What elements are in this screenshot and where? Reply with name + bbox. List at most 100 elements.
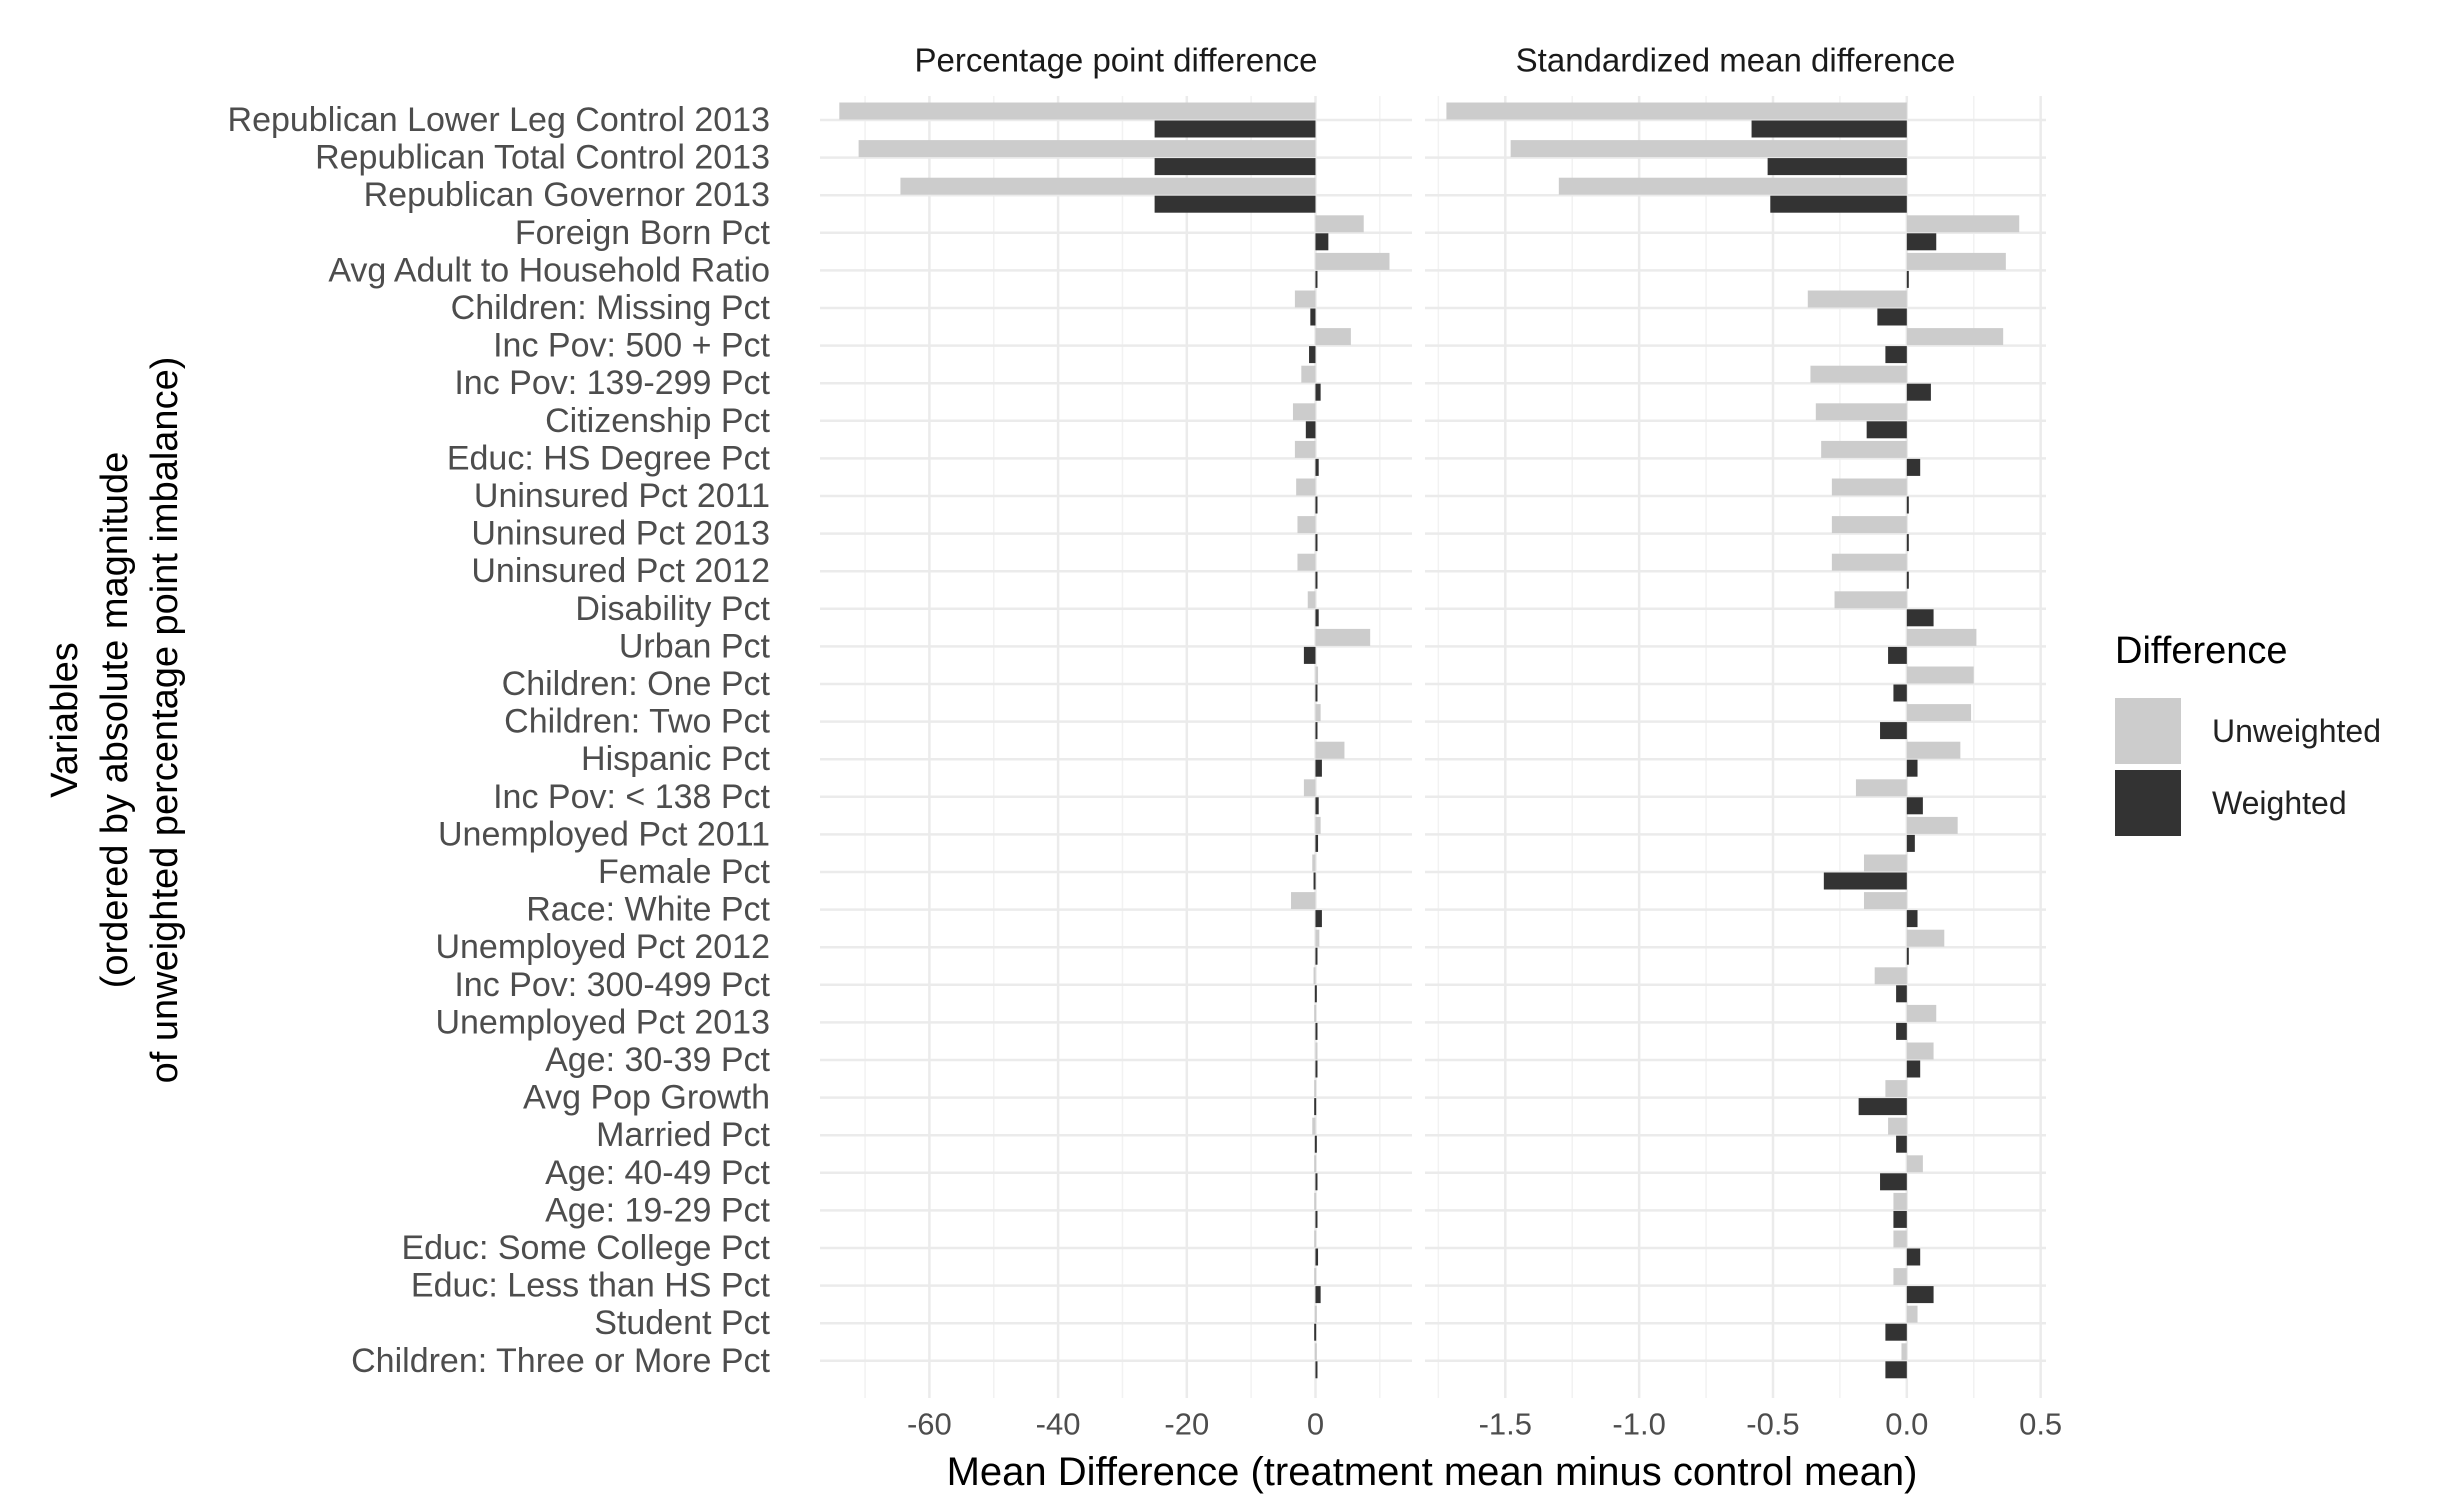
bar-weighted (1315, 722, 1318, 740)
bar-unweighted (1906, 929, 1945, 947)
y-tick-label: Children: One Pct (502, 665, 771, 703)
bar-weighted (1906, 534, 1909, 552)
bar-weighted (1315, 496, 1318, 514)
bar-weighted (1896, 1135, 1907, 1153)
legend-label-weighted: Weighted (2212, 784, 2347, 821)
y-tick-label: Uninsured Pct 2013 (471, 515, 770, 553)
bar-weighted (1893, 684, 1907, 702)
legend: Difference Unweighted Weighted (2115, 630, 2381, 839)
bar-weighted (1906, 834, 1915, 852)
x-tick-label: 0 (1307, 1407, 1324, 1442)
y-tick-label: Married Pct (596, 1116, 770, 1154)
y-tick-label: Age: 40-49 Pct (545, 1154, 770, 1192)
bar-unweighted (1906, 1004, 1937, 1022)
bar-weighted (1315, 1022, 1318, 1040)
x-tick-label: -20 (1164, 1407, 1209, 1442)
bar-weighted (1315, 759, 1322, 777)
bar-weighted (1315, 233, 1329, 251)
bar-weighted (1315, 1361, 1318, 1379)
bar-unweighted (1906, 704, 1972, 722)
bar-weighted (1315, 797, 1319, 815)
bar-weighted (1906, 571, 1909, 589)
bar-unweighted (1906, 741, 1961, 759)
y-tick-label: Inc Pov: 500 + Pct (493, 327, 770, 365)
bar-unweighted (1855, 779, 1907, 797)
bar-unweighted (1315, 328, 1351, 346)
bar-unweighted (1906, 252, 2006, 270)
bar-weighted (1154, 195, 1316, 213)
y-tick-label: Uninsured Pct 2011 (474, 477, 770, 515)
bar-unweighted (1893, 1268, 1907, 1286)
bar-unweighted (1807, 290, 1907, 308)
legend-swatch-weighted (2115, 770, 2181, 836)
bar-unweighted (1292, 403, 1316, 421)
bar-unweighted (1888, 1117, 1907, 1135)
y-tick-label: Student Pct (594, 1304, 770, 1342)
bar-weighted (1906, 947, 1909, 965)
y-tick-label: Unemployed Pct 2012 (435, 928, 770, 966)
bar-unweighted (1834, 591, 1907, 609)
bar-unweighted (1885, 1080, 1907, 1098)
bar-weighted (1858, 1098, 1907, 1116)
bar-weighted (1906, 1286, 1934, 1304)
y-axis-title: (ordered by absolute magnitude (94, 452, 136, 989)
bar-unweighted (1315, 741, 1345, 759)
bar-unweighted (1301, 365, 1316, 383)
x-tick-label: -1.5 (1479, 1407, 1532, 1442)
bar-unweighted (1906, 1042, 1934, 1060)
bar-unweighted (858, 140, 1316, 158)
x-tick-label: -0.5 (1746, 1407, 1799, 1442)
bar-weighted (1906, 458, 1921, 476)
bar-weighted (1823, 872, 1907, 890)
y-tick-label: Educ: Some College Pct (401, 1229, 770, 1267)
bar-unweighted (1315, 628, 1371, 646)
bar-weighted (1315, 910, 1322, 928)
y-axis-title: Variables (44, 642, 86, 798)
bar-weighted (1315, 609, 1319, 627)
y-tick-label: Unemployed Pct 2011 (438, 815, 770, 853)
bar-unweighted (1863, 854, 1907, 872)
bar-unweighted (1314, 1192, 1317, 1210)
bar-weighted (1888, 646, 1907, 664)
bar-weighted (1906, 496, 1909, 514)
y-tick-label: Urban Pct (619, 627, 771, 665)
bar-unweighted (1303, 779, 1316, 797)
y-tick-label: Children: Three or More Pct (351, 1342, 770, 1380)
bar-weighted (1315, 534, 1318, 552)
y-tick-label: Hispanic Pct (581, 740, 771, 778)
bar-weighted (1309, 346, 1316, 364)
panel-title: Percentage point difference (914, 42, 1317, 79)
bar-unweighted (1314, 1305, 1317, 1323)
bar-weighted (1303, 646, 1316, 664)
legend-swatch-unweighted (2115, 698, 2181, 764)
bar-weighted (1885, 346, 1907, 364)
bar-unweighted (1901, 1343, 1907, 1361)
bar-weighted (1770, 195, 1907, 213)
bar-unweighted (1446, 102, 1907, 120)
bar-unweighted (1314, 1230, 1317, 1248)
x-tick-label: -1.0 (1612, 1407, 1665, 1442)
bar-unweighted (1314, 1080, 1317, 1098)
y-tick-label: Age: 19-29 Pct (545, 1191, 770, 1229)
bar-weighted (1880, 722, 1907, 740)
y-tick-label: Inc Pov: < 138 Pct (493, 778, 770, 816)
y-tick-label: Foreign Born Pct (515, 214, 771, 252)
y-tick-label: Avg Pop Growth (523, 1079, 770, 1117)
x-axis-title: Mean Difference (treatment mean minus co… (947, 1450, 1918, 1494)
bar-unweighted (1294, 440, 1316, 458)
bar-weighted (1906, 609, 1934, 627)
y-tick-label: Age: 30-39 Pct (545, 1041, 770, 1079)
x-tick-label: -40 (1036, 1407, 1081, 1442)
bar-unweighted (1312, 854, 1316, 872)
bar-unweighted (1831, 478, 1907, 496)
bar-unweighted (1291, 892, 1316, 910)
bar-unweighted (1315, 929, 1320, 947)
bar-weighted (1315, 1248, 1319, 1266)
bar-unweighted (1510, 140, 1907, 158)
y-tick-label: Republican Governor 2013 (364, 176, 770, 214)
y-axis-title: of unweighted percentage point imbalance… (144, 357, 186, 1084)
y-tick-label: Educ: HS Degree Pct (447, 439, 771, 477)
bar-weighted (1314, 1323, 1317, 1341)
bar-unweighted (1831, 553, 1907, 571)
bar-weighted (1154, 120, 1316, 138)
